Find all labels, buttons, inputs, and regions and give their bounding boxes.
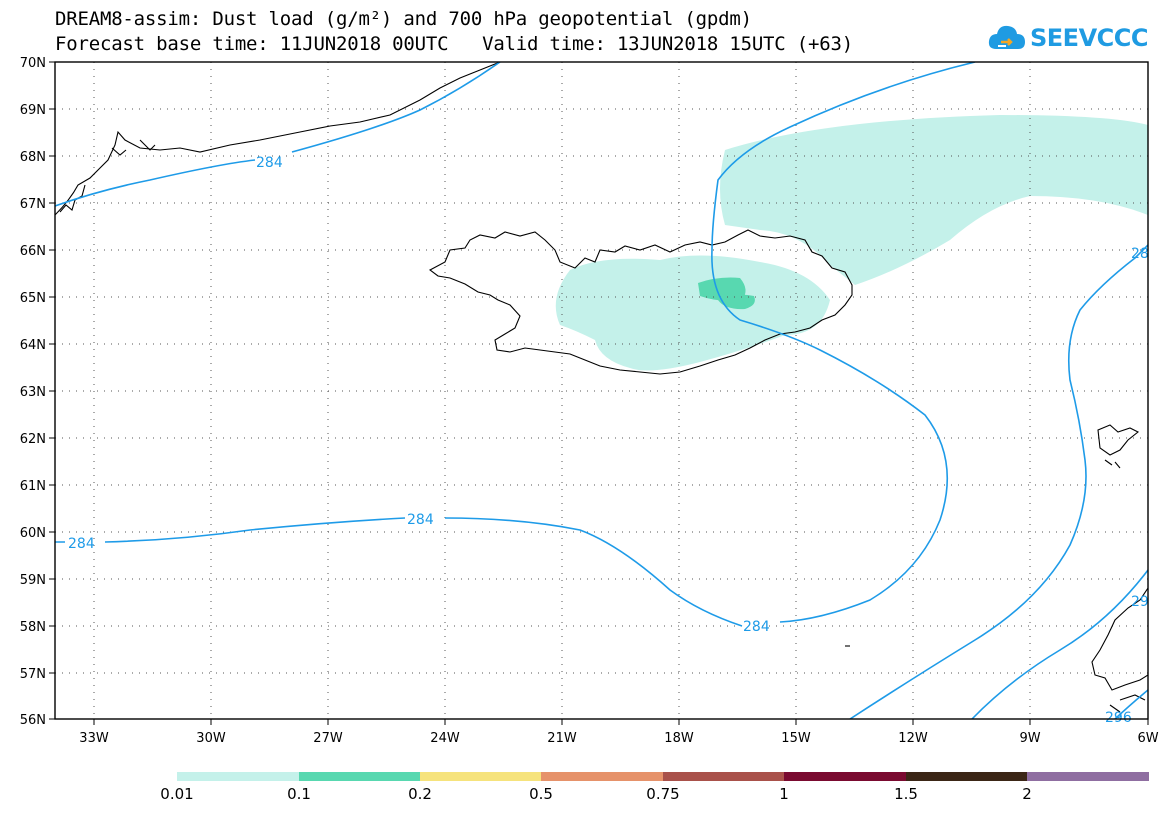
lat-label: 66N bbox=[20, 244, 46, 259]
map-subtitle: Forecast base time: 11JUN2018 00UTC Vali… bbox=[55, 33, 853, 55]
lat-label: 56N bbox=[20, 713, 46, 728]
dust-over-iceland bbox=[555, 255, 830, 371]
seevccc-logo: SEEVCCC bbox=[988, 18, 1149, 58]
lon-label: 6W bbox=[1137, 731, 1158, 746]
contour-label: 284 bbox=[256, 155, 283, 171]
colorbar-segment bbox=[420, 772, 541, 781]
lat-label: 61N bbox=[20, 479, 46, 494]
contour-label: 284 bbox=[68, 536, 95, 552]
contour-296 bbox=[1114, 689, 1148, 719]
lat-label: 68N bbox=[20, 150, 46, 165]
colorbar-label: 1.5 bbox=[894, 785, 918, 803]
colorbar-label: 0.1 bbox=[287, 785, 311, 803]
colorbar-segment bbox=[784, 772, 906, 781]
contour-292 bbox=[971, 569, 1148, 719]
lon-label: 15W bbox=[781, 731, 811, 746]
contour-label: 296 bbox=[1105, 710, 1132, 726]
colorbar-label: 0.5 bbox=[529, 785, 553, 803]
colorbar-label: 0.75 bbox=[646, 785, 680, 803]
colorbar-label: 0.2 bbox=[408, 785, 432, 803]
colorbar-segment bbox=[177, 772, 299, 781]
colorbar-segment bbox=[541, 772, 663, 781]
lat-label: 67N bbox=[20, 197, 46, 212]
lon-label: 21W bbox=[547, 731, 577, 746]
lat-label: 59N bbox=[20, 573, 46, 588]
lat-label: 57N bbox=[20, 667, 46, 682]
longitude-labels: 33W 30W 27W 24W 21W 18W 15W 12W 9W 6W bbox=[79, 731, 1158, 746]
geopotential-contours bbox=[55, 62, 1148, 719]
map-title: DREAM8-assim: Dust load (g/m²) and 700 h… bbox=[55, 8, 752, 30]
dust-core-2 bbox=[718, 294, 755, 310]
lat-label: 70N bbox=[20, 56, 46, 71]
lon-label: 9W bbox=[1019, 731, 1040, 746]
lat-label: 62N bbox=[20, 432, 46, 447]
lat-label: 58N bbox=[20, 620, 46, 635]
contour-label: 284 bbox=[743, 619, 770, 635]
contour-284-south bbox=[55, 62, 976, 627]
contour-label-group: 284 284 284 284 28 29 296 bbox=[68, 155, 1149, 726]
dust-core-1 bbox=[698, 277, 746, 301]
contour-284-north bbox=[55, 62, 501, 207]
dust-plume-north bbox=[720, 115, 1148, 285]
lat-label: 60N bbox=[20, 526, 46, 541]
contour-288 bbox=[849, 244, 1148, 719]
colorbar-label: 2 bbox=[1022, 785, 1032, 803]
contour-label: 284 bbox=[407, 512, 434, 528]
colorbar-segment bbox=[906, 772, 1027, 781]
iceland-coast bbox=[428, 229, 853, 375]
lon-label: 24W bbox=[430, 731, 460, 746]
faroe-islands bbox=[1097, 424, 1140, 469]
dust-load-field bbox=[555, 115, 1148, 371]
greenland-coast bbox=[55, 62, 501, 216]
cloud-icon bbox=[988, 25, 1025, 49]
lon-label: 12W bbox=[898, 731, 928, 746]
lat-label: 64N bbox=[20, 338, 46, 353]
lat-label: 63N bbox=[20, 385, 46, 400]
lon-label: 27W bbox=[313, 731, 343, 746]
axis-ticks bbox=[49, 61, 1149, 725]
graticule bbox=[55, 62, 1148, 719]
latitude-labels: 70N 69N 68N 67N 66N 65N 64N 63N 62N 61N … bbox=[20, 56, 46, 728]
colorbar-label: 1 bbox=[779, 785, 789, 803]
colorbar-segment bbox=[1027, 772, 1149, 781]
lon-label: 30W bbox=[196, 731, 226, 746]
colorbar-label: 0.01 bbox=[160, 785, 194, 803]
contour-label: 28 bbox=[1131, 246, 1149, 262]
coastlines bbox=[55, 62, 1148, 713]
lon-label: 18W bbox=[664, 731, 694, 746]
logo-text: SEEVCCC bbox=[1030, 24, 1149, 52]
contour-label: 29 bbox=[1131, 594, 1149, 610]
lat-label: 65N bbox=[20, 291, 46, 306]
greenland-inlets bbox=[59, 139, 156, 213]
scotland-coast bbox=[1091, 587, 1148, 713]
lon-label: 33W bbox=[79, 731, 109, 746]
colorbar-segment bbox=[663, 772, 784, 781]
colorbar-segment bbox=[299, 772, 420, 781]
lat-label: 69N bbox=[20, 103, 46, 118]
